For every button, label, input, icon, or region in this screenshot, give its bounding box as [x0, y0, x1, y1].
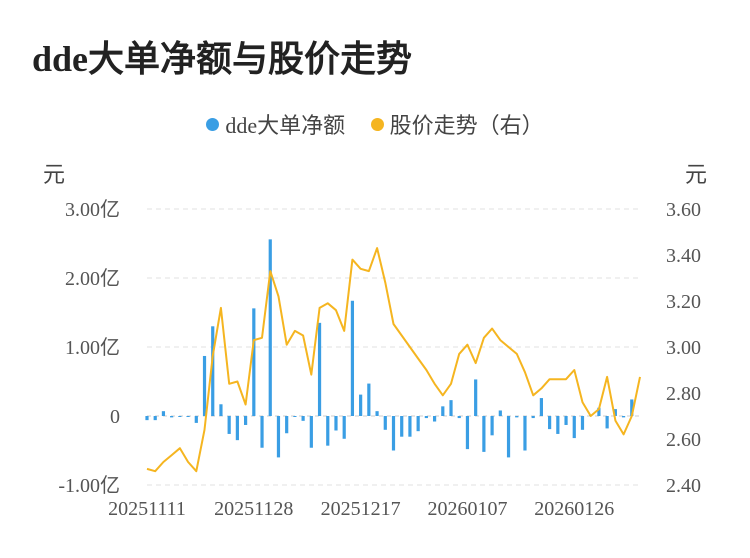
dde-bar: [408, 416, 412, 437]
dde-bar: [334, 416, 338, 431]
x-tick-label: 20251128: [214, 498, 293, 520]
dde-bar: [285, 416, 289, 434]
dde-bar: [350, 300, 355, 416]
dde-bar: [564, 416, 568, 425]
dde-bar: [556, 416, 560, 434]
dde-bar: [548, 416, 552, 430]
dde-bar: [449, 400, 453, 416]
legend-label-price: 股价走势（右）: [389, 113, 544, 138]
dde-bar: [260, 416, 264, 448]
dde-bar: [375, 411, 379, 416]
right-tick-label: 2.40: [666, 475, 701, 497]
dde-bar: [145, 416, 149, 421]
dde-bar: [194, 416, 198, 423]
dde-bar: [268, 239, 272, 416]
legend-item-dde[interactable]: dde大单净额: [206, 108, 345, 140]
dde-bar: [498, 410, 502, 416]
legend-marker-dde: [206, 117, 220, 131]
right-tick-label: 3.60: [666, 199, 701, 221]
dde-bar: [342, 416, 346, 439]
dde-bar: [170, 416, 174, 418]
dde-bar: [391, 416, 396, 451]
price-line-group: [146, 247, 641, 473]
dde-bar: [613, 409, 617, 416]
left-tick-label: 3.00亿: [65, 198, 120, 221]
left-axis-unit: 元: [43, 162, 66, 187]
dde-bar: [309, 416, 313, 448]
x-tick-label: 20260107: [427, 498, 507, 520]
dde-bar: [293, 416, 297, 417]
dde-bar: [572, 416, 576, 439]
dde-bar: [482, 416, 486, 452]
dde-bar: [580, 416, 585, 430]
left-tick-label: 0: [110, 406, 120, 428]
dde-bar: [161, 411, 166, 416]
dde-bar: [219, 404, 223, 416]
dde-bar: [424, 416, 428, 419]
dde-bar: [153, 416, 157, 421]
right-tick-label: 2.60: [666, 429, 701, 451]
dde-bar: [474, 379, 478, 416]
dde-bar: [523, 416, 527, 451]
dde-bars: [145, 239, 634, 458]
price-line: [146, 247, 641, 473]
dde-bar: [605, 416, 609, 429]
dde-bar: [465, 416, 470, 450]
x-tick-label: 20260126: [534, 498, 614, 520]
dde-bar: [597, 407, 601, 416]
right-axis-ticks: 2.40 2.60 2.80 3.00 3.20 3.40 3.60: [666, 199, 701, 497]
dde-bar: [317, 322, 322, 416]
dde-bar: [490, 416, 494, 436]
chart-legend: dde大单净额 股价走势（右）: [0, 108, 750, 140]
x-tick-label: 20251111: [108, 498, 186, 520]
dde-bar: [202, 355, 207, 416]
legend-marker-price: [370, 117, 384, 131]
right-tick-label: 3.20: [666, 291, 701, 313]
dde-bar: [441, 406, 445, 416]
x-tick-label: 20251217: [321, 498, 401, 520]
dde-bar: [367, 383, 371, 416]
dde-bar: [506, 416, 511, 458]
right-tick-label: 2.80: [666, 383, 701, 405]
dde-bar: [621, 416, 626, 418]
dde-bar: [432, 416, 437, 422]
dde-bar: [301, 416, 305, 421]
dde-bar: [515, 416, 519, 418]
x-axis-ticks: 20251111 20251128 20251217 20260107 20260126: [108, 498, 614, 520]
dde-bar: [400, 416, 404, 437]
dde-bar: [186, 416, 190, 417]
dde-bar: [531, 416, 535, 419]
right-tick-label: 3.00: [666, 337, 701, 359]
dde-bar: [227, 416, 231, 434]
dde-bar: [276, 416, 281, 458]
legend-label-dde: dde大单净额: [225, 113, 346, 138]
dde-bar: [416, 416, 420, 432]
dde-bar: [630, 399, 634, 416]
right-axis-unit: 元: [684, 162, 707, 187]
dde-bar: [252, 308, 256, 416]
left-tick-label: 2.00亿: [65, 267, 120, 290]
chart-title: dde大单净额与股价走势: [32, 39, 413, 79]
dde-bar: [178, 416, 182, 417]
dde-bar: [539, 398, 543, 416]
dde-bar: [383, 416, 387, 430]
left-axis-ticks: -1.00亿 0 1.00亿 2.00亿 3.00亿: [58, 198, 120, 497]
dde-bar: [359, 394, 363, 416]
dde-bar: [211, 326, 215, 416]
dde-bar: [457, 416, 461, 419]
dde-bar: [235, 416, 239, 441]
right-tick-label: 3.40: [666, 245, 701, 267]
left-tick-label: -1.00亿: [58, 474, 120, 497]
legend-item-price[interactable]: 股价走势（右）: [370, 108, 544, 140]
dde-bar: [244, 416, 248, 425]
left-tick-label: 1.00亿: [65, 336, 120, 359]
dde-bar: [326, 416, 330, 446]
